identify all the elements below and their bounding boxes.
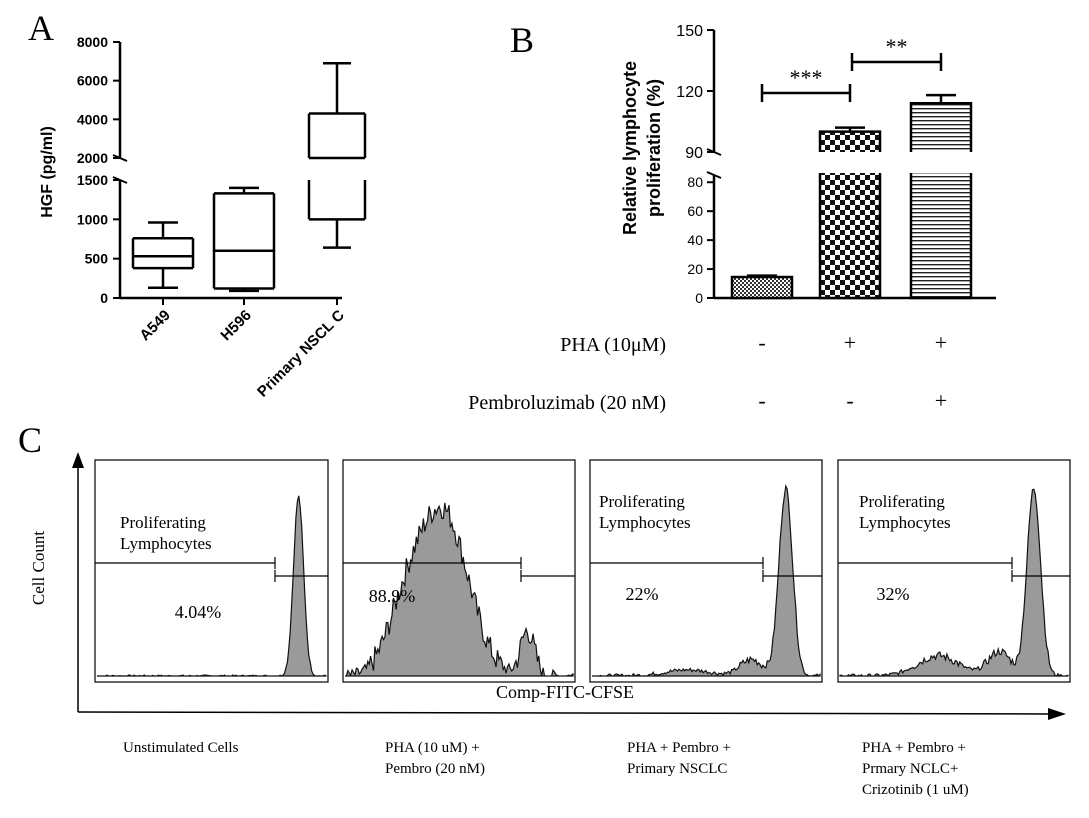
panel-b-tick-label: 80	[687, 174, 703, 190]
panel-b-tick-label: 120	[676, 84, 703, 101]
pembro-row-label: Pembroluzimab (20 nM)	[468, 392, 666, 414]
bar-2	[818, 126, 882, 300]
histogram-caption: PHA + Pembro +	[627, 740, 731, 756]
box-h596	[212, 186, 276, 293]
histogram-panel-2: 88.9% PHA (10 uM) + Pembro (20 nM)	[342, 459, 576, 777]
panel-a-tick-label: 1500	[77, 172, 108, 188]
panel-c-letter: C	[18, 420, 42, 460]
histogram-caption: PHA + Pembro +	[862, 740, 966, 756]
gate-label-line1: Proliferating	[599, 492, 685, 511]
gate-label-line1: Proliferating	[120, 513, 206, 532]
panel-b-ylabel-line1: Relative lymphocyte	[620, 61, 640, 235]
box-a549	[131, 221, 195, 290]
panel-a-category-label: H596	[217, 307, 254, 344]
bar-rect-upper	[820, 131, 880, 152]
panel-c-x-arrow	[1048, 708, 1066, 720]
proliferating-percent: 88.9%	[369, 586, 416, 606]
panel-a-tick-label: 8000	[77, 34, 108, 50]
panel-b-tick-label: 0	[695, 290, 703, 306]
histogram-curve	[839, 488, 1069, 677]
panel-a-tick-label: 6000	[77, 73, 108, 89]
panel-b-ylabel-line2: proliferation (%)	[644, 79, 664, 217]
bar-3	[909, 93, 973, 300]
panel-b-break-mark	[706, 171, 722, 179]
bar-outline-upper	[818, 130, 882, 152]
bar-rect	[730, 275, 794, 300]
gate-label-line2: Lymphocytes	[859, 513, 951, 532]
panel-a-category-label: A549	[136, 307, 173, 344]
proliferating-percent: 4.04%	[175, 602, 222, 622]
pembro-sign: +	[935, 388, 947, 413]
panel-a-tick-label: 0	[100, 290, 108, 306]
panel-c-ylabel: Cell Count	[29, 531, 48, 605]
significance-stars: ***	[790, 65, 823, 90]
gate-label-line2: Lymphocytes	[120, 534, 212, 553]
panel-b-tick-label: 60	[687, 203, 703, 219]
box-primary-nscl-c	[307, 62, 367, 249]
panel-b-tick-label: 150	[676, 23, 703, 40]
significance-bracket: ***	[760, 65, 852, 102]
panel-a-category-label: Primary NSCL C	[254, 307, 348, 401]
pembro-sign: -	[846, 388, 853, 413]
gate-label-line2: Lymphocytes	[599, 513, 691, 532]
histogram-curve	[345, 502, 574, 677]
proliferating-percent: 32%	[877, 584, 910, 604]
panel-a-tick-label: 500	[85, 251, 109, 267]
histogram-panel-3: Proliferating Lymphocytes 22% PHA + Pembro …	[589, 459, 823, 777]
bar-rect-upper	[911, 103, 971, 152]
histogram-panel-1: Proliferating Lymphocytes 4.04% Unstimulate…	[94, 459, 329, 756]
panel-c-x-axis	[77, 711, 1053, 715]
pha-row-label: PHA (10μM)	[560, 334, 666, 356]
bar-rect-lower	[820, 173, 880, 298]
panel-b-tick-label: 90	[685, 145, 703, 162]
pha-sign: +	[844, 330, 856, 355]
panel-b: B Relative lymphocyte proliferation (%) …	[468, 20, 996, 414]
panel-a: A HGF (pg/ml) 8000 6000 4000 2000 1500 1000 50…	[28, 8, 367, 401]
pembro-sign: -	[758, 388, 765, 413]
histogram-caption: Unstimulated Cells	[123, 740, 239, 756]
pha-sign: +	[935, 330, 947, 355]
histogram-caption: Pembro (20 nM)	[385, 761, 485, 777]
histogram-caption: Prmary NCLC+	[862, 761, 958, 777]
panel-c: C Cell Count Comp-FITC-CFSE Proliferatin…	[18, 420, 1071, 798]
bar-outline-lower	[909, 173, 973, 300]
histogram-panel-4: Proliferating Lymphocytes 32% PHA + Pembro …	[837, 459, 1071, 798]
significance-stars: **	[886, 34, 908, 59]
panel-a-tick-label: 2000	[77, 150, 108, 166]
panel-b-tick-label: 20	[687, 261, 703, 277]
panel-b-letter: B	[510, 20, 534, 60]
panel-a-letter: A	[28, 8, 54, 48]
histogram-caption: Crizotinib (1 uM)	[862, 782, 969, 798]
proliferating-percent: 22%	[626, 584, 659, 604]
panel-c-y-arrow	[72, 452, 84, 468]
panel-b-tick-label: 40	[687, 232, 703, 248]
bar-1	[730, 274, 794, 300]
panel-a-tick-label: 4000	[77, 111, 108, 127]
histogram-caption: PHA (10 uM) +	[385, 740, 480, 756]
pha-sign: -	[758, 330, 765, 355]
bar-rect-lower	[911, 173, 971, 298]
gate-label-line1: Proliferating	[859, 492, 945, 511]
panel-a-ylabel: HGF (pg/ml)	[39, 126, 56, 218]
histogram-caption: Primary NSCLC	[627, 761, 727, 777]
bar-outline-lower	[818, 173, 882, 300]
panel-a-tick-label: 1000	[77, 211, 108, 227]
significance-bracket: **	[850, 34, 943, 71]
panel-c-xlabel: Comp-FITC-CFSE	[496, 682, 634, 702]
